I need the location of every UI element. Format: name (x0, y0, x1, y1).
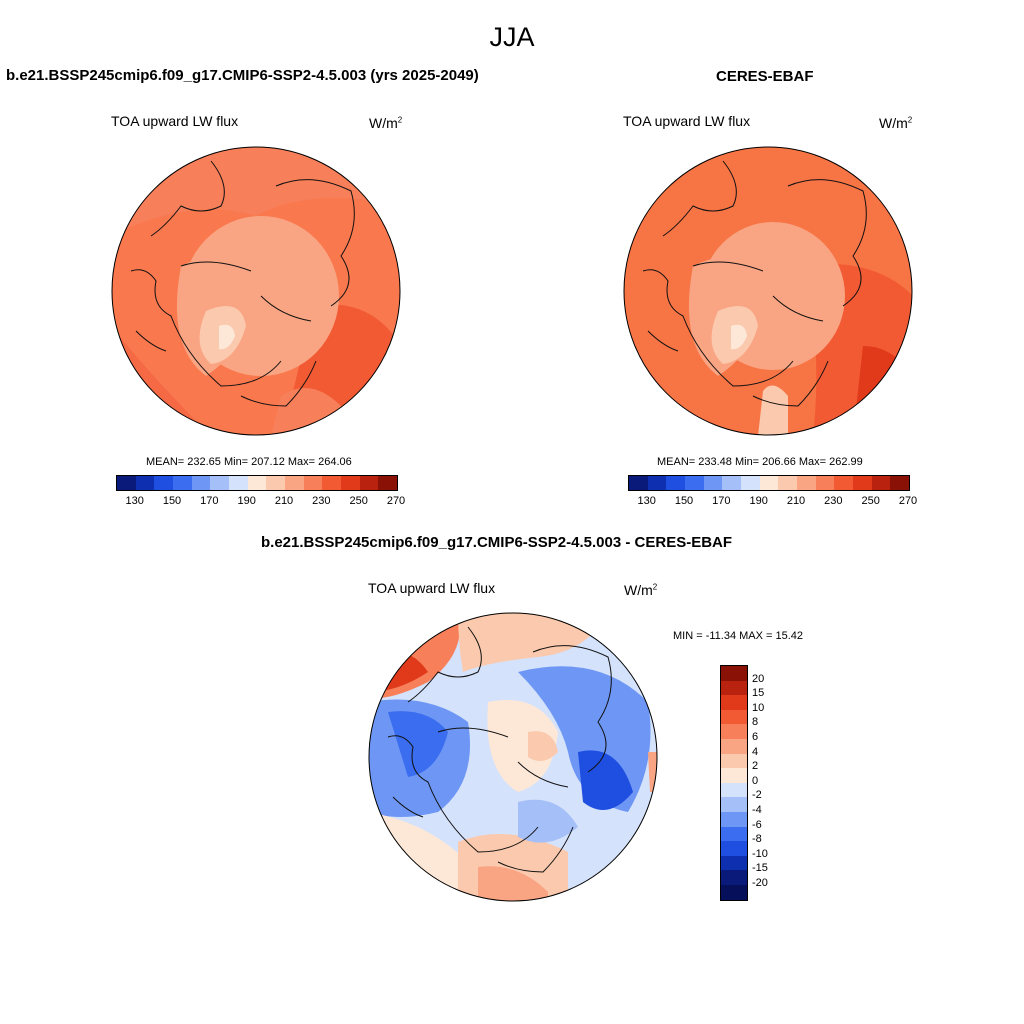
colorbar-tick-label: 20 (752, 672, 765, 685)
colorbar-swatch (834, 476, 853, 490)
colorbar-tick-label: 270 (898, 495, 918, 507)
obs-units-label: W/m2 (879, 115, 913, 131)
colorbar-swatch (721, 695, 747, 710)
colorbar-tick-label: 2 (752, 760, 759, 773)
colorbar-swatch (721, 782, 747, 798)
obs-colorbar (628, 475, 910, 491)
colorbar-swatch (172, 476, 192, 490)
colorbar-swatch (721, 768, 747, 783)
colorbar-swatch (303, 476, 323, 490)
obs-stats: MEAN= 233.48 Min= 206.66 Max= 262.99 (657, 456, 863, 468)
colorbar-tick-label: 150 (674, 495, 694, 507)
model-polar-map (111, 146, 401, 436)
diff-colorbar (720, 665, 748, 901)
colorbar-swatch (154, 476, 173, 490)
diff-polar-map (368, 612, 658, 902)
colorbar-swatch (378, 476, 397, 490)
colorbar-swatch (359, 476, 379, 490)
colorbar-swatch (721, 841, 747, 856)
colorbar-swatch (721, 753, 747, 769)
diff-minmax: MIN = -11.34 MAX = 15.42 (673, 630, 804, 642)
colorbar-swatch (721, 797, 747, 812)
colorbar-tick-label: 130 (637, 495, 656, 507)
model-units-label: W/m2 (369, 115, 403, 131)
colorbar-swatch (871, 476, 891, 490)
obs-panel-title: CERES-EBAF (716, 68, 814, 85)
colorbar-tick-label: 250 (861, 495, 880, 507)
diff-panel-title: b.e21.BSSP245cmip6.f09_g17.CMIP6-SSP2-4.… (261, 534, 733, 551)
colorbar-tick-label: 270 (386, 495, 406, 507)
model-colorbar-ticks: 130 150 170 190 210 230 250 270 (116, 495, 405, 509)
colorbar-swatch (247, 476, 267, 490)
colorbar-tick-label: 10 (752, 701, 765, 714)
colorbar-swatch (721, 855, 747, 871)
colorbar-swatch (721, 666, 747, 681)
diff-units-label: W/m2 (624, 582, 658, 598)
colorbar-tick-label: 6 (752, 731, 759, 743)
colorbar-swatch (647, 476, 667, 490)
colorbar-swatch (721, 884, 747, 900)
colorbar-tick-label: 170 (200, 495, 219, 507)
colorbar-swatch (721, 680, 747, 696)
colorbar-tick-label: -15 (752, 862, 768, 875)
colorbar-tick-label: 190 (237, 495, 256, 507)
model-colorbar (116, 475, 398, 491)
diff-variable-label: TOA upward LW flux (368, 580, 496, 596)
colorbar-swatch (721, 870, 747, 885)
colorbar-swatch (340, 476, 360, 490)
colorbar-swatch (284, 476, 304, 490)
obs-colorbar-ticks: 130 150 170 190 210 230 250 270 (628, 495, 917, 509)
colorbar-tick-label: 210 (786, 495, 806, 507)
colorbar-swatch (684, 476, 704, 490)
colorbar-swatch (266, 476, 285, 490)
colorbar-swatch (721, 811, 747, 827)
colorbar-swatch (759, 476, 779, 490)
colorbar-swatch (721, 724, 747, 739)
colorbar-swatch (191, 476, 211, 490)
colorbar-tick-label: 0 (752, 774, 759, 787)
colorbar-swatch (228, 476, 248, 490)
colorbar-tick-label: -20 (752, 877, 768, 889)
colorbar-swatch (722, 476, 741, 490)
colorbar-swatch (740, 476, 760, 490)
colorbar-swatch (796, 476, 816, 490)
model-panel-title: b.e21.BSSP245cmip6.f09_g17.CMIP6-SSP2-4.… (6, 67, 479, 84)
model-stats: MEAN= 232.65 Min= 207.12 Max= 264.06 (146, 456, 352, 468)
season-title: JJA (489, 22, 535, 52)
obs-polar-map (623, 146, 913, 436)
colorbar-swatch (815, 476, 835, 490)
colorbar-tick-label: 15 (752, 687, 765, 700)
obs-variable-label: TOA upward LW flux (623, 113, 751, 129)
colorbar-swatch (629, 476, 648, 490)
colorbar-tick-label: 130 (125, 495, 144, 507)
colorbar-tick-label: 230 (312, 495, 331, 507)
colorbar-tick-label: 190 (749, 495, 768, 507)
colorbar-swatch (721, 738, 747, 754)
colorbar-tick-label: -2 (752, 789, 762, 802)
colorbar-swatch (210, 476, 229, 490)
colorbar-swatch (721, 826, 747, 842)
colorbar-tick-label: 4 (752, 745, 759, 758)
colorbar-tick-label: 150 (162, 495, 182, 507)
colorbar-swatch (703, 476, 723, 490)
colorbar-tick-label: 8 (752, 716, 759, 729)
colorbar-tick-label: 210 (274, 495, 294, 507)
colorbar-tick-label: -10 (752, 847, 768, 860)
colorbar-tick-label: -8 (752, 833, 762, 846)
colorbar-swatch (721, 709, 747, 725)
colorbar-swatch (890, 476, 909, 490)
colorbar-swatch (666, 476, 685, 490)
colorbar-swatch (778, 476, 797, 490)
colorbar-tick-label: -6 (752, 818, 762, 831)
colorbar-swatch (135, 476, 155, 490)
colorbar-tick-label: -4 (752, 804, 762, 816)
colorbar-tick-label: 170 (712, 495, 731, 507)
colorbar-tick-label: 250 (349, 495, 368, 507)
colorbar-swatch (322, 476, 341, 490)
colorbar-tick-label: 230 (824, 495, 843, 507)
colorbar-swatch (852, 476, 872, 490)
model-variable-label: TOA upward LW flux (111, 113, 239, 129)
colorbar-swatch (117, 476, 136, 490)
